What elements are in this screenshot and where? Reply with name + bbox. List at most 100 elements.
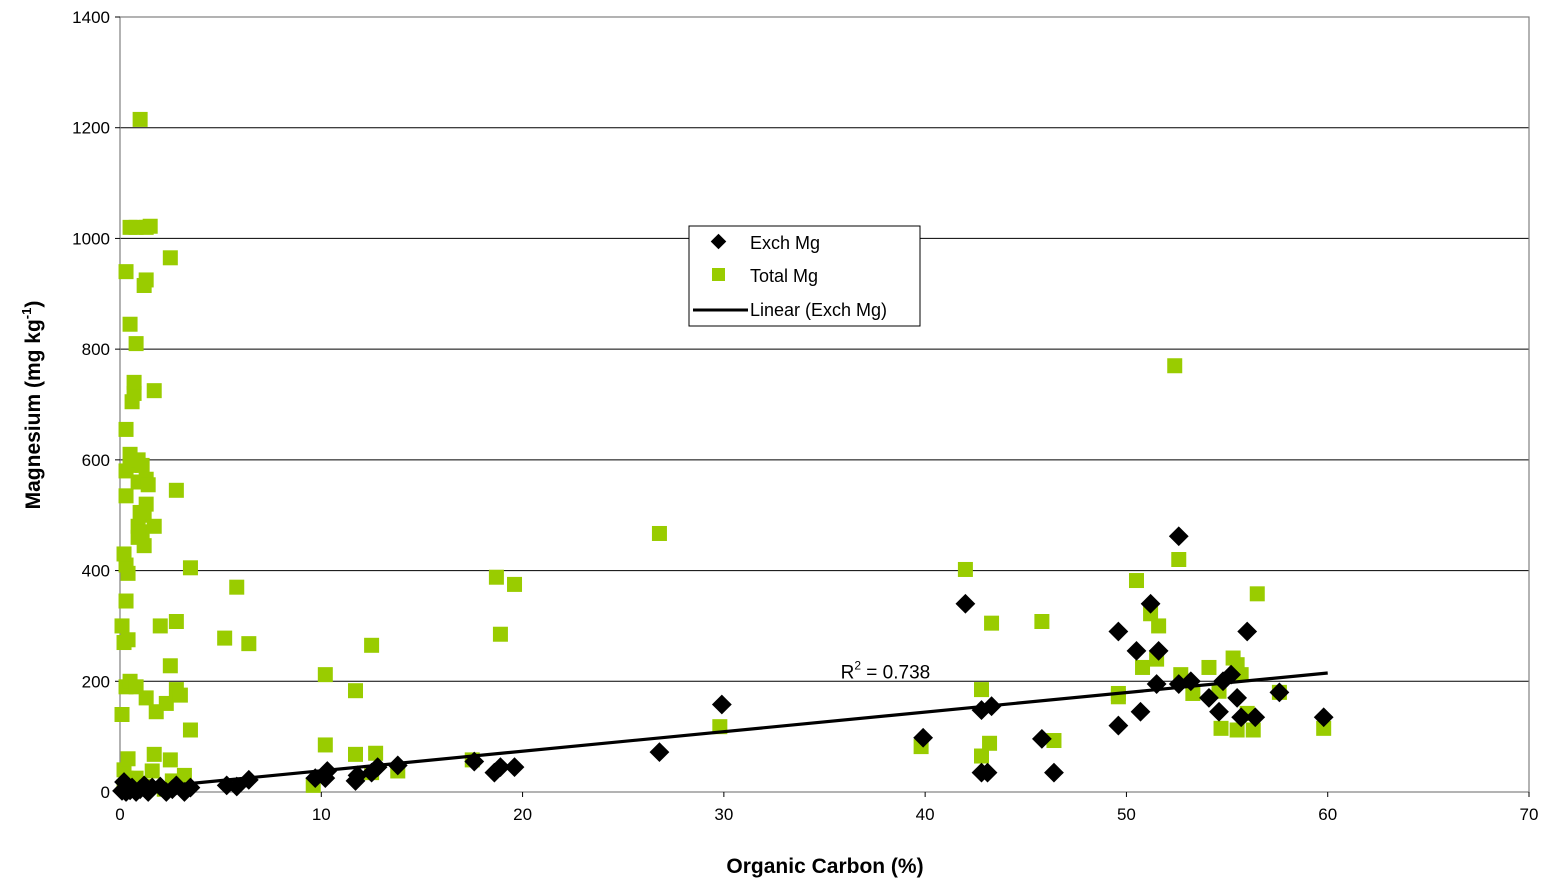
- exch-mg-point: [504, 757, 525, 777]
- exch-mg-point: [1031, 728, 1052, 749]
- exch-mg-point: [1227, 687, 1248, 708]
- total-mg-point: [116, 546, 132, 562]
- exch-mg-point: [649, 742, 670, 763]
- total-mg-point: [182, 722, 198, 738]
- total-mg-point: [138, 496, 154, 512]
- total-mg-point: [1135, 659, 1151, 675]
- exch-mg-point: [367, 757, 388, 777]
- total-mg-point: [134, 457, 150, 473]
- y-tick-label: 1000: [72, 229, 110, 248]
- total-mg-point: [138, 690, 154, 706]
- total-mg-point: [1185, 685, 1201, 701]
- total-mg-point: [982, 735, 998, 751]
- total-mg-point: [317, 737, 333, 753]
- exch-mg-point: [1237, 621, 1258, 642]
- exch-mg-point: [1130, 701, 1151, 722]
- total-mg-point: [1233, 667, 1249, 683]
- total-mg-point: [984, 615, 1000, 631]
- exch-mg-point: [977, 762, 998, 783]
- exch-mg-point: [387, 755, 408, 776]
- total-mg-point: [162, 250, 178, 266]
- r2-base: R: [841, 663, 855, 684]
- total-mg-point: [142, 218, 158, 234]
- legend: Exch Mg Total Mg Linear (Exch Mg): [688, 225, 921, 327]
- x-tick-label: 30: [714, 805, 733, 824]
- x-tick-label: 60: [1318, 805, 1337, 824]
- exch-mg-point: [1221, 664, 1241, 685]
- exch-mg-point: [1140, 593, 1161, 614]
- total-mg-point: [146, 383, 162, 399]
- r2-value: = 0.738: [861, 663, 930, 684]
- x-tick-label: 50: [1117, 805, 1136, 824]
- total-mg-point: [217, 630, 233, 646]
- total-mg-point: [118, 488, 134, 504]
- x-tick-label: 0: [115, 805, 124, 824]
- legend-label-exch: Exch Mg: [750, 233, 820, 253]
- total-mg-point: [348, 683, 364, 699]
- legend-marker-total: [712, 268, 725, 281]
- y-tick-label: 0: [101, 783, 110, 802]
- total-mg-point: [176, 767, 192, 783]
- exch-mg-point: [1269, 682, 1290, 703]
- y-axis-title: Magnesium (mg kg-1): [19, 301, 45, 510]
- total-mg-point: [140, 477, 156, 493]
- gridlines: [120, 127, 1529, 682]
- exch-mg-point: [1209, 701, 1229, 722]
- r2-sup: 2: [854, 659, 861, 673]
- y-tick-label: 600: [82, 451, 110, 470]
- total-mg-point: [1201, 659, 1217, 675]
- legend-label-trend: Linear (Exch Mg): [750, 300, 887, 320]
- total-mg-point: [118, 593, 134, 609]
- total-mg-point: [1245, 722, 1261, 738]
- x-tick-label: 70: [1520, 805, 1539, 824]
- y-tick-label: 200: [82, 672, 110, 691]
- total-mg-point: [120, 632, 136, 648]
- total-mg-point: [1213, 720, 1229, 736]
- total-mg-point: [317, 667, 333, 683]
- x-tick-label: 20: [513, 805, 532, 824]
- total-mg-point: [229, 579, 245, 595]
- total-mg-point: [172, 687, 188, 703]
- total-mg-point: [136, 538, 152, 554]
- total-mg-point: [368, 745, 384, 761]
- total-mg-point: [651, 525, 667, 541]
- y-tick-label: 1400: [72, 8, 110, 27]
- y-tick-label: 1200: [72, 119, 110, 138]
- total-mg-point: [1171, 552, 1187, 567]
- total-mg-point: [974, 682, 990, 698]
- exch-mg-point: [1148, 640, 1169, 661]
- total-mg-point: [168, 482, 184, 498]
- total-mg-point: [146, 518, 162, 534]
- total-mg-point: [162, 658, 178, 674]
- total-mg-point: [146, 746, 162, 762]
- exch-mg-point: [711, 694, 732, 715]
- x-axis-ticks: 0 10 20 30 40 50 60 70: [115, 792, 1538, 824]
- y-axis-title-main: Magnesium (mg kg: [22, 319, 45, 509]
- total-mg-point: [114, 707, 130, 722]
- total-mg-point: [132, 111, 148, 127]
- total-mg-point: [118, 264, 134, 280]
- legend-marker-exch: [710, 233, 727, 250]
- total-mg-point: [507, 576, 523, 592]
- y-axis-title-close: ): [22, 301, 45, 308]
- total-mg-point: [158, 695, 174, 711]
- total-mg-point: [1046, 733, 1062, 749]
- total-mg-point: [120, 751, 136, 767]
- x-tick-label: 40: [916, 805, 935, 824]
- exch-mg-point: [347, 765, 368, 786]
- exch-mg-point: [955, 593, 976, 614]
- linear-trendline: [119, 671, 1328, 792]
- y-tick-label: 800: [82, 340, 110, 359]
- total-mg-point: [492, 626, 508, 642]
- total-mg-point: [241, 636, 257, 652]
- y-tick-label: 400: [82, 562, 110, 581]
- total-mg-point: [114, 618, 130, 634]
- r-squared-annotation: R2 = 0.738: [841, 659, 931, 684]
- exch-mg-point: [490, 757, 511, 777]
- total-mg-point: [1143, 606, 1159, 622]
- total-mg-point: [162, 752, 178, 768]
- exch-mg-point: [1044, 762, 1064, 783]
- total-mg-point: [974, 748, 990, 764]
- total-mg-point: [182, 560, 198, 576]
